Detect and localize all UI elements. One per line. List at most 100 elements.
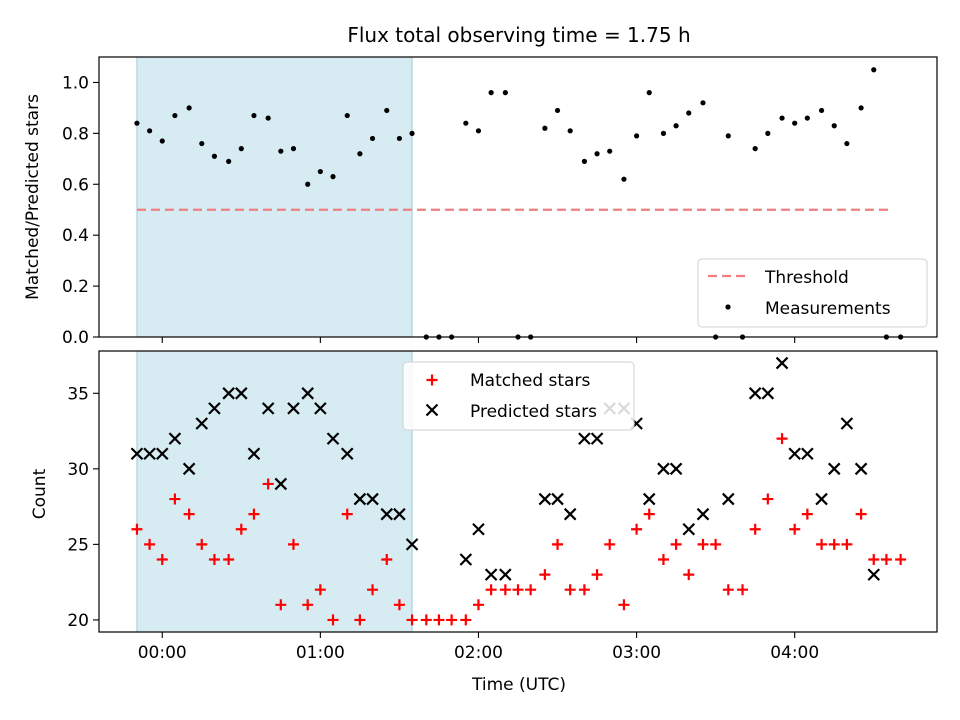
predicted-star-point <box>840 417 854 430</box>
y-tick-label: 30 <box>67 460 89 480</box>
predicted-star-point <box>657 462 670 476</box>
predicted-star-point <box>815 492 828 506</box>
matched-star-point <box>564 584 576 596</box>
measurement-point <box>792 120 798 126</box>
matched-star-point <box>381 553 393 565</box>
predicted-star-point <box>761 387 775 400</box>
measurement-point <box>646 90 652 96</box>
predicted-star-point <box>748 387 762 400</box>
predicted-star-point <box>669 462 683 476</box>
matched-star-point <box>722 584 734 596</box>
measurement-point <box>554 107 561 114</box>
measurement-point <box>475 128 482 134</box>
bottom-legend: Matched stars Predicted stars <box>402 361 635 431</box>
measurement-point <box>463 120 469 126</box>
x-tick-label: 03:00 <box>612 643 661 663</box>
legend-measurements-label: Measurements <box>765 299 891 319</box>
matched-star-point <box>737 584 749 596</box>
bottom-axes-frame <box>98 350 938 633</box>
matched-star-point <box>762 493 774 505</box>
top-axes-frame <box>98 56 938 338</box>
top-legend: Threshold Measurements <box>697 258 928 328</box>
matched-star-point <box>248 508 260 520</box>
predicted-star-point <box>538 492 552 506</box>
bottom-legend-box <box>402 361 635 431</box>
matched-star-point <box>525 584 537 596</box>
measurement-point <box>858 105 864 111</box>
measurement-point <box>660 130 667 136</box>
matched-star-point <box>472 599 484 611</box>
bottom-y-label: Count <box>30 468 50 519</box>
predicted-star-point <box>722 492 735 506</box>
predicted-star-point <box>155 447 169 461</box>
matched-star-point <box>302 599 314 611</box>
predicted-star-point <box>301 387 314 400</box>
matched-star-point <box>816 538 828 550</box>
measurement-point <box>238 146 244 152</box>
measurement-point <box>818 107 825 114</box>
legend-predicted-swatch <box>425 403 439 417</box>
measurement-point <box>542 125 548 131</box>
x-tick-label: 02:00 <box>454 643 503 663</box>
bottom-shaded-span <box>136 350 413 633</box>
predicted-star-point <box>682 522 696 536</box>
measurement-point <box>265 115 271 121</box>
predicted-star-point <box>353 492 367 506</box>
measurement-point <box>488 90 494 96</box>
predicted-star-point <box>459 553 473 566</box>
measurement-point <box>199 140 205 147</box>
measurement-point <box>700 100 706 106</box>
y-tick-label: 20 <box>67 611 89 631</box>
predicted-star-point <box>222 387 235 400</box>
measurement-point <box>146 128 153 134</box>
predicted-star-point <box>326 432 340 445</box>
x-tick-label: 04:00 <box>770 643 819 663</box>
matched-star-point <box>367 584 379 596</box>
matched-star-point <box>223 553 235 565</box>
matched-star-point <box>618 599 630 611</box>
matched-star-point <box>697 538 709 550</box>
matched-star-point <box>789 523 801 535</box>
predicted-star-point <box>274 477 288 491</box>
y-tick-label: 0.0 <box>62 328 89 348</box>
legend-matched-label: Matched stars <box>470 371 590 391</box>
y-tick-label: 0.6 <box>62 175 89 195</box>
predicted-star-point <box>208 402 221 415</box>
measurement-point <box>831 123 837 129</box>
measurement-point <box>172 112 178 119</box>
legend-measurements-swatch <box>725 304 731 310</box>
x-tick-label: 01:00 <box>296 643 345 663</box>
predicted-star-point <box>867 568 881 581</box>
measurement-point <box>134 120 140 126</box>
measurement-point <box>317 168 323 175</box>
matched-star-point <box>880 553 892 565</box>
predicted-star-point <box>380 507 394 521</box>
measurement-point <box>226 158 232 164</box>
top-shaded-span <box>136 56 413 338</box>
matched-star-point <box>552 538 564 550</box>
measurement-point <box>290 146 297 152</box>
measurement-point <box>779 115 785 121</box>
predicted-star-point <box>247 447 261 461</box>
y-tick-label: 35 <box>67 384 89 404</box>
matched-star-point <box>643 508 655 520</box>
measurement-point <box>502 90 508 96</box>
matched-star-point <box>801 508 813 520</box>
measurement-point <box>330 174 336 180</box>
matched-star-point <box>591 569 603 581</box>
measurement-point <box>344 112 350 119</box>
predicted-star-point <box>405 538 419 551</box>
measurement-point <box>357 151 363 157</box>
predicted-star-point <box>775 356 789 370</box>
predicted-star-point <box>499 568 512 581</box>
matched-star-point <box>749 523 761 535</box>
matched-star-point <box>855 508 867 520</box>
predicted-star-point <box>314 402 327 415</box>
measurement-point <box>396 135 403 142</box>
measurement-point <box>686 110 692 116</box>
matched-star-point <box>341 508 353 520</box>
top-legend-box <box>697 258 928 328</box>
predicted-star-point <box>143 447 156 461</box>
